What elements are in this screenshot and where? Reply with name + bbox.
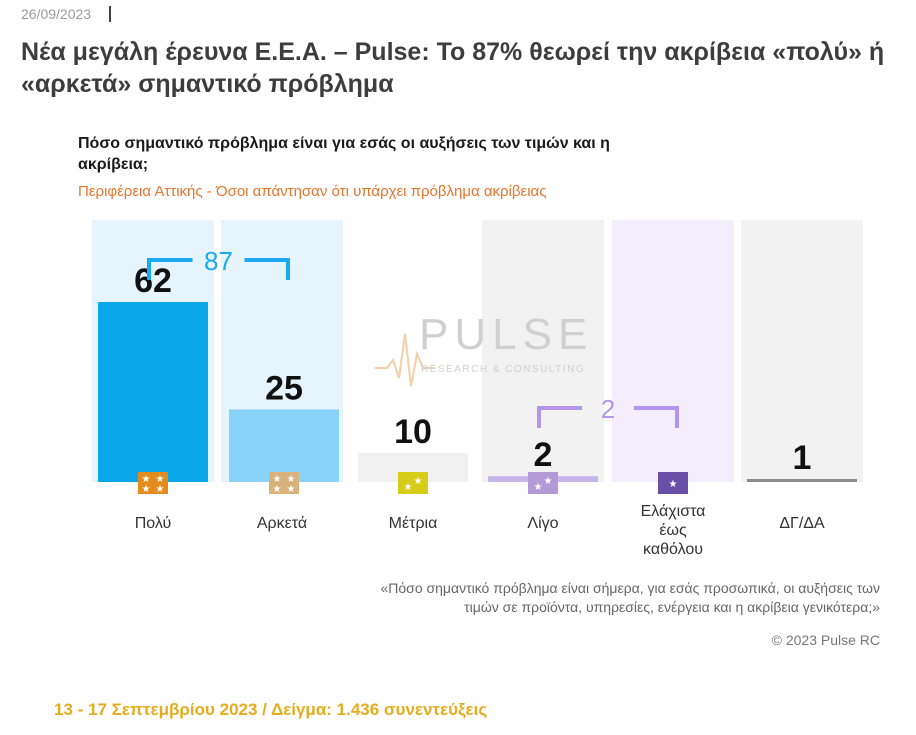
- column-background: [741, 220, 863, 482]
- headline[interactable]: Νέα μεγάλη έρευνα Ε.Ε.Α. – Pulse: Το 87%…: [21, 38, 885, 98]
- bracket-right: [244, 258, 290, 280]
- column-background: [482, 220, 604, 482]
- star-icon: ★: [156, 474, 165, 485]
- survey-footer: 13 - 17 Σεπτεμβρίου 2023 / Δείγμα: 1.436…: [54, 700, 488, 719]
- pulse-watermark: PULSE RESEARCH & CONSULTING: [375, 310, 595, 390]
- category-label: Αρκετά: [257, 515, 307, 532]
- bracket-left: [537, 406, 582, 428]
- star-icon: ★: [414, 476, 423, 487]
- value-label: 10: [394, 413, 432, 451]
- bar: [229, 409, 339, 482]
- bracket-right: [634, 406, 679, 428]
- bracket-left: [147, 258, 193, 280]
- category-label: ΔΓ/ΔΑ: [779, 515, 825, 532]
- icon-badge: [658, 472, 688, 494]
- question-footnote: «Πόσο σημαντικό πρόβλημα είναι σήμερα, γ…: [380, 580, 881, 615]
- icon-badge: [528, 472, 558, 494]
- bracket-label: 2: [601, 394, 615, 424]
- category-label: Λίγο: [527, 515, 558, 532]
- chart-subtitle: Περιφέρεια Αττικής - Όσοι απάντησαν ότι …: [78, 183, 547, 200]
- star-icon: ★: [544, 476, 553, 487]
- copyright: © 2023 Pulse RC: [771, 632, 880, 648]
- icon-badge: [138, 472, 168, 494]
- bar: [98, 302, 208, 482]
- category-label: Μέτρια: [389, 515, 438, 532]
- value-label: 62: [134, 262, 172, 300]
- date-separator: [109, 6, 111, 22]
- category-label: Πολύ: [135, 515, 172, 532]
- stars-1-purple-icon: ★: [658, 472, 688, 494]
- star-icon: ★: [287, 484, 296, 495]
- star-icon: ★: [669, 479, 678, 490]
- star-icon: ★: [287, 474, 296, 485]
- value-label: 2: [534, 436, 553, 474]
- star-icon: ★: [534, 482, 543, 493]
- pulse-wave-icon: [375, 333, 435, 387]
- column-background: [352, 220, 474, 482]
- watermark-tagline: RESEARCH & CONSULTING: [421, 364, 586, 375]
- icon-badge: [269, 472, 299, 494]
- bracket: [537, 406, 679, 428]
- category-label: Ελάχιστα έως καθόλου: [641, 503, 706, 558]
- bar: [747, 479, 857, 482]
- star-icon: ★: [156, 484, 165, 495]
- stars-4-tan-icon: ★ ★★ ★: [269, 472, 299, 495]
- column-background: [612, 220, 734, 482]
- star-icon: ★: [273, 484, 282, 495]
- value-label: 1: [793, 439, 812, 477]
- stars-2-yellow-icon: ★★: [398, 472, 428, 494]
- value-label: 25: [265, 369, 303, 407]
- icon-badge: [398, 472, 428, 494]
- stars-4-orange-icon: ★ ★★ ★: [138, 472, 168, 495]
- star-icon: ★: [142, 474, 151, 485]
- bracket: [147, 258, 290, 280]
- date: 26/09/2023: [21, 6, 92, 22]
- star-icon: ★: [142, 484, 151, 495]
- stars-2-lilac-icon: ★★: [528, 472, 558, 494]
- star-icon: ★: [404, 482, 413, 493]
- chart-title: Πόσο σημαντικό πρόβλημα είναι για εσάς ο…: [78, 135, 610, 173]
- bracket-label: 87: [204, 246, 233, 276]
- star-icon: ★: [273, 474, 282, 485]
- watermark-brand: PULSE: [419, 310, 594, 359]
